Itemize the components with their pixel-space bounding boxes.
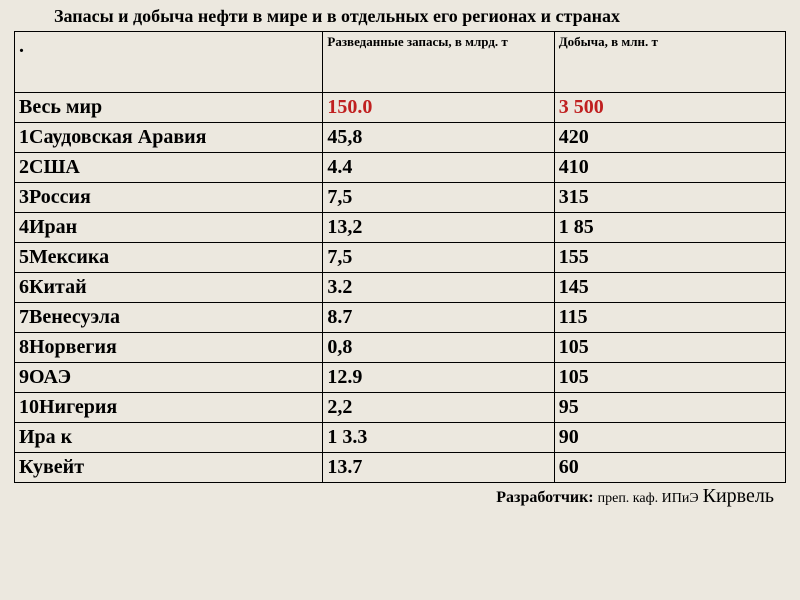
cell-production: 1 85 (554, 213, 785, 243)
cell-reserves: 8.7 (323, 303, 554, 333)
cell-reserves: 7,5 (323, 243, 554, 273)
footer-dept: преп. каф. ИПиЭ (598, 491, 699, 506)
slide-page: Запасы и добыча нефти в мире и в отдельн… (0, 0, 800, 508)
cell-production: 95 (554, 393, 785, 423)
col-header-production: Добыча, в млн. т (554, 32, 785, 93)
page-title: Запасы и добыча нефти в мире и в отдельн… (14, 6, 786, 27)
cell-reserves: 7,5 (323, 183, 554, 213)
cell-region: 10Нигерия (15, 393, 323, 423)
cell-region: 8Норвегия (15, 333, 323, 363)
table-row: 2США 4.4 410 (15, 153, 786, 183)
cell-production: 3 500 (554, 93, 785, 123)
cell-production: 420 (554, 123, 785, 153)
table-row: Весь мир 150.0 3 500 (15, 93, 786, 123)
cell-production: 105 (554, 333, 785, 363)
cell-reserves: 2,2 (323, 393, 554, 423)
cell-region: 1Саудовская Аравия (15, 123, 323, 153)
cell-reserves: 3.2 (323, 273, 554, 303)
footer-label: Разработчик: (496, 489, 593, 506)
cell-region: Ира к (15, 423, 323, 453)
cell-region: 2США (15, 153, 323, 183)
cell-production: 105 (554, 363, 785, 393)
table-body: Весь мир 150.0 3 500 1Саудовская Аравия … (15, 93, 786, 483)
cell-reserves: 12.9 (323, 363, 554, 393)
table-row: 3Россия 7,5 315 (15, 183, 786, 213)
table-row: 10Нигерия 2,2 95 (15, 393, 786, 423)
table-row: Ира к 1 3.3 90 (15, 423, 786, 453)
cell-region: 7Венесуэла (15, 303, 323, 333)
cell-region: Кувейт (15, 453, 323, 483)
cell-production: 145 (554, 273, 785, 303)
col-header-reserves: Разведанные запасы, в млрд. т (323, 32, 554, 93)
cell-reserves: 45,8 (323, 123, 554, 153)
cell-production: 315 (554, 183, 785, 213)
footer-name: Кирвель (703, 485, 774, 507)
cell-region: 4Иран (15, 213, 323, 243)
cell-production: 410 (554, 153, 785, 183)
cell-region: 6Китай (15, 273, 323, 303)
table-row: 9ОАЭ 12.9 105 (15, 363, 786, 393)
cell-reserves: 4.4 (323, 153, 554, 183)
col-header-region: . (15, 32, 323, 93)
cell-production: 60 (554, 453, 785, 483)
cell-reserves: 13.7 (323, 453, 554, 483)
footer-credit: Разработчик: преп. каф. ИПиЭ Кирвель (14, 485, 786, 508)
table-row: 6Китай 3.2 145 (15, 273, 786, 303)
cell-production: 155 (554, 243, 785, 273)
table-row: 4Иран 13,2 1 85 (15, 213, 786, 243)
cell-reserves: 1 3.3 (323, 423, 554, 453)
cell-reserves: 150.0 (323, 93, 554, 123)
table-row: Кувейт 13.7 60 (15, 453, 786, 483)
cell-region: Весь мир (15, 93, 323, 123)
cell-region: 5Мексика (15, 243, 323, 273)
cell-reserves: 13,2 (323, 213, 554, 243)
cell-production: 115 (554, 303, 785, 333)
cell-region: 3Россия (15, 183, 323, 213)
cell-region: 9ОАЭ (15, 363, 323, 393)
table-row: 7Венесуэла 8.7 115 (15, 303, 786, 333)
table-row: 8Норвегия 0,8 105 (15, 333, 786, 363)
cell-production: 90 (554, 423, 785, 453)
table-row: 5Мексика 7,5 155 (15, 243, 786, 273)
oil-reserves-table: . Разведанные запасы, в млрд. т Добыча, … (14, 31, 786, 483)
table-row: 1Саудовская Аравия 45,8 420 (15, 123, 786, 153)
table-header-row: . Разведанные запасы, в млрд. т Добыча, … (15, 32, 786, 93)
cell-reserves: 0,8 (323, 333, 554, 363)
